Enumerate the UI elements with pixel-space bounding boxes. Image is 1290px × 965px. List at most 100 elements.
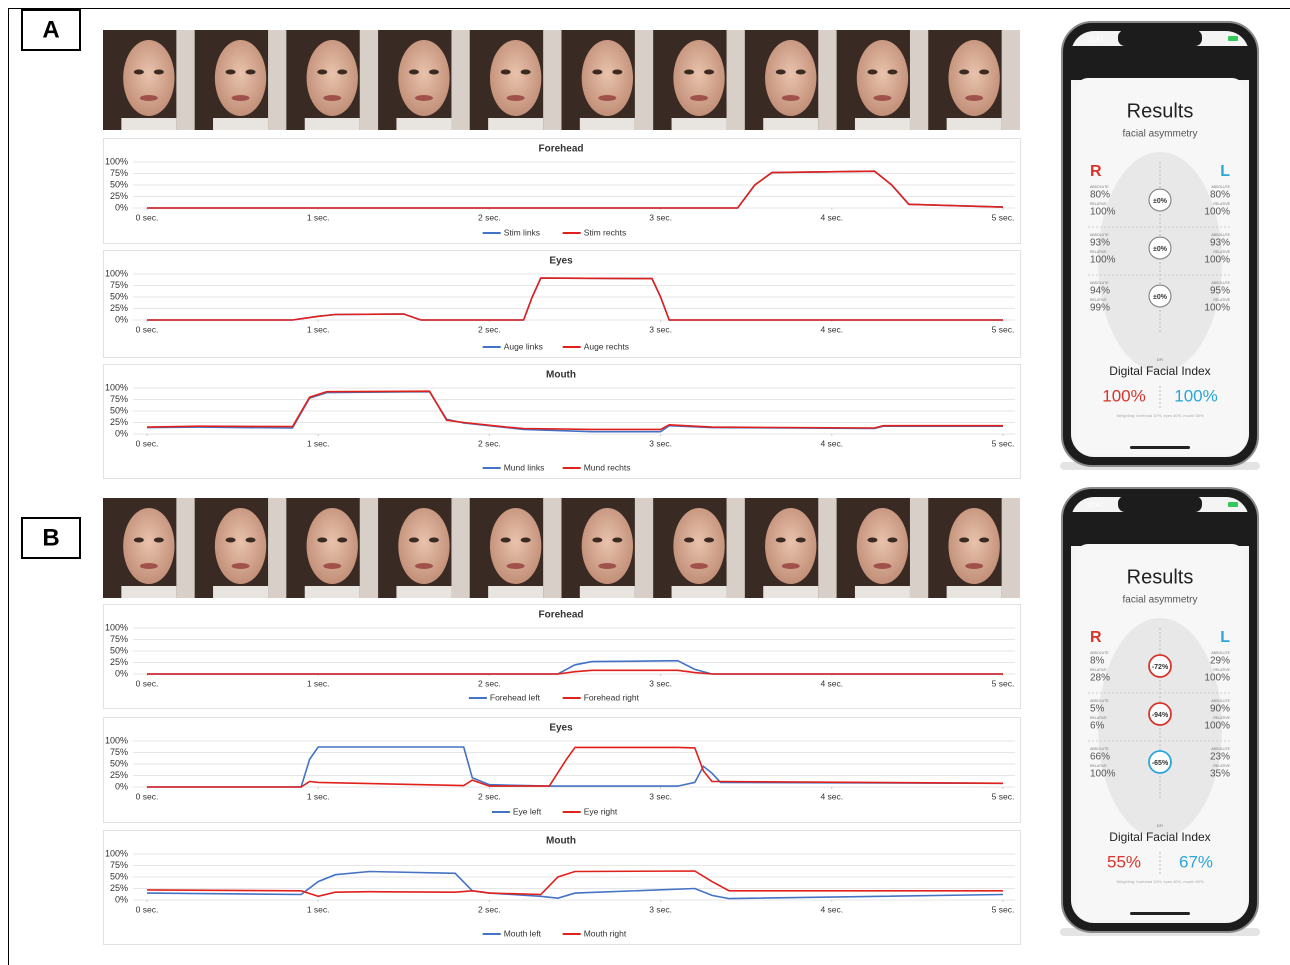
- y-tick-label: 0%: [115, 894, 128, 904]
- x-tick-label: 1 sec.: [307, 212, 330, 222]
- y-tick-label: 75%: [110, 634, 128, 644]
- photo-eye: [501, 70, 511, 75]
- panel-label: A: [42, 16, 59, 43]
- x-tick-label: 1 sec.: [307, 324, 330, 334]
- photo-wall: [727, 498, 745, 598]
- x-tick-label: 4 sec.: [820, 678, 843, 688]
- results-subtitle: facial asymmetry: [1122, 129, 1197, 140]
- y-tick-label: 25%: [110, 417, 128, 427]
- photo-eye: [959, 70, 969, 75]
- left-rel: 100%: [1204, 721, 1230, 732]
- left-rel: 100%: [1204, 673, 1230, 684]
- photo-face: [948, 40, 999, 116]
- photo-mouth: [140, 563, 158, 569]
- x-tick-label: 2 sec.: [478, 791, 501, 801]
- side-left: L: [1220, 163, 1230, 180]
- delta-value: ±0%: [1153, 198, 1168, 205]
- y-tick-label: 75%: [110, 394, 128, 404]
- x-tick-label: 1 sec.: [307, 678, 330, 688]
- photo-wall: [451, 498, 469, 598]
- photo-mouth: [690, 95, 708, 101]
- legend-label: Forehead left: [490, 692, 541, 702]
- legend-label: Stim links: [504, 227, 540, 237]
- rel-label: RELATIVE: [1090, 250, 1107, 254]
- results-title: Results: [1127, 100, 1194, 122]
- right-abs: 66%: [1090, 752, 1110, 763]
- phone-time: 10:41: [1086, 502, 1104, 509]
- photo-face: [765, 508, 816, 584]
- photo-wall: [176, 30, 194, 130]
- weighting-note: Weighting: forehead 10%, eyes 40%, mouth…: [1116, 413, 1204, 418]
- photo-mouth: [965, 95, 983, 101]
- x-tick-label: 2 sec.: [478, 438, 501, 448]
- photo-eye: [867, 70, 877, 75]
- abs-label: ABSOLUTE: [1211, 747, 1230, 751]
- x-tick-label: 0 sec.: [136, 791, 159, 801]
- y-tick-label: 25%: [110, 657, 128, 667]
- photo-mouth: [690, 563, 708, 569]
- abs-label: ABSOLUTE: [1211, 651, 1230, 655]
- panel-label: B: [42, 524, 59, 551]
- legend-label: Eye left: [513, 806, 542, 816]
- y-tick-label: 25%: [110, 191, 128, 201]
- photo-wall: [176, 498, 194, 598]
- photo-eye: [959, 538, 969, 543]
- left-abs: 93%: [1210, 238, 1230, 249]
- legend-label: Mouth left: [504, 928, 542, 938]
- photo-eye: [887, 538, 897, 543]
- photo-eye: [521, 70, 531, 75]
- photo-face: [582, 508, 633, 584]
- y-tick-label: 0%: [115, 202, 128, 212]
- delta-value: ±0%: [1153, 246, 1168, 253]
- delta-value: -72%: [1152, 664, 1169, 671]
- abs-label: ABSOLUTE: [1211, 233, 1230, 237]
- rel-label: RELATIVE: [1090, 298, 1107, 302]
- left-rel: 35%: [1210, 769, 1230, 780]
- phone-notch: [1118, 496, 1202, 512]
- legend-label: Stim rechts: [584, 227, 627, 237]
- x-tick-label: 0 sec.: [136, 212, 159, 222]
- x-tick-label: 3 sec.: [649, 791, 672, 801]
- photo-face: [123, 508, 174, 584]
- photo-eye: [521, 538, 531, 543]
- results-subtitle: facial asymmetry: [1122, 595, 1197, 606]
- photo-face: [398, 40, 449, 116]
- photo-wall: [543, 498, 561, 598]
- photo-wall: [360, 498, 378, 598]
- photo-mouth: [873, 563, 891, 569]
- legend-label: Mund rechts: [584, 462, 631, 472]
- photo-eye: [317, 538, 327, 543]
- home-indicator: [1130, 446, 1190, 449]
- home-indicator: [1130, 912, 1190, 915]
- left-abs: 80%: [1210, 190, 1230, 201]
- photo-shirt: [580, 586, 635, 598]
- photo-wall: [818, 30, 836, 130]
- phone-notch: [1118, 30, 1202, 46]
- y-tick-label: 50%: [110, 758, 128, 768]
- phone-battery: [1228, 502, 1238, 507]
- photo-mouth: [140, 95, 158, 101]
- x-tick-label: 5 sec.: [992, 438, 1015, 448]
- photo-eye: [429, 70, 439, 75]
- y-tick-label: 50%: [110, 179, 128, 189]
- y-tick-label: 75%: [110, 747, 128, 757]
- x-tick-label: 3 sec.: [649, 678, 672, 688]
- x-tick-label: 2 sec.: [478, 212, 501, 222]
- legend-label: Forehead right: [584, 692, 640, 702]
- right-rel: 100%: [1090, 207, 1116, 218]
- photo-shirt: [121, 118, 176, 130]
- photo-wall: [543, 30, 561, 130]
- photo-shirt: [947, 118, 1002, 130]
- left-rel: 100%: [1204, 303, 1230, 314]
- x-tick-label: 0 sec.: [136, 324, 159, 334]
- photo-eye: [704, 538, 714, 543]
- photo-wall: [635, 498, 653, 598]
- photo-face: [307, 508, 358, 584]
- x-tick-label: 4 sec.: [820, 212, 843, 222]
- photo-wall: [635, 30, 653, 130]
- rel-label: RELATIVE: [1090, 668, 1107, 672]
- photo-wall: [268, 498, 286, 598]
- photo-face: [490, 40, 541, 116]
- photo-eye: [796, 538, 806, 543]
- photo-shirt: [213, 118, 268, 130]
